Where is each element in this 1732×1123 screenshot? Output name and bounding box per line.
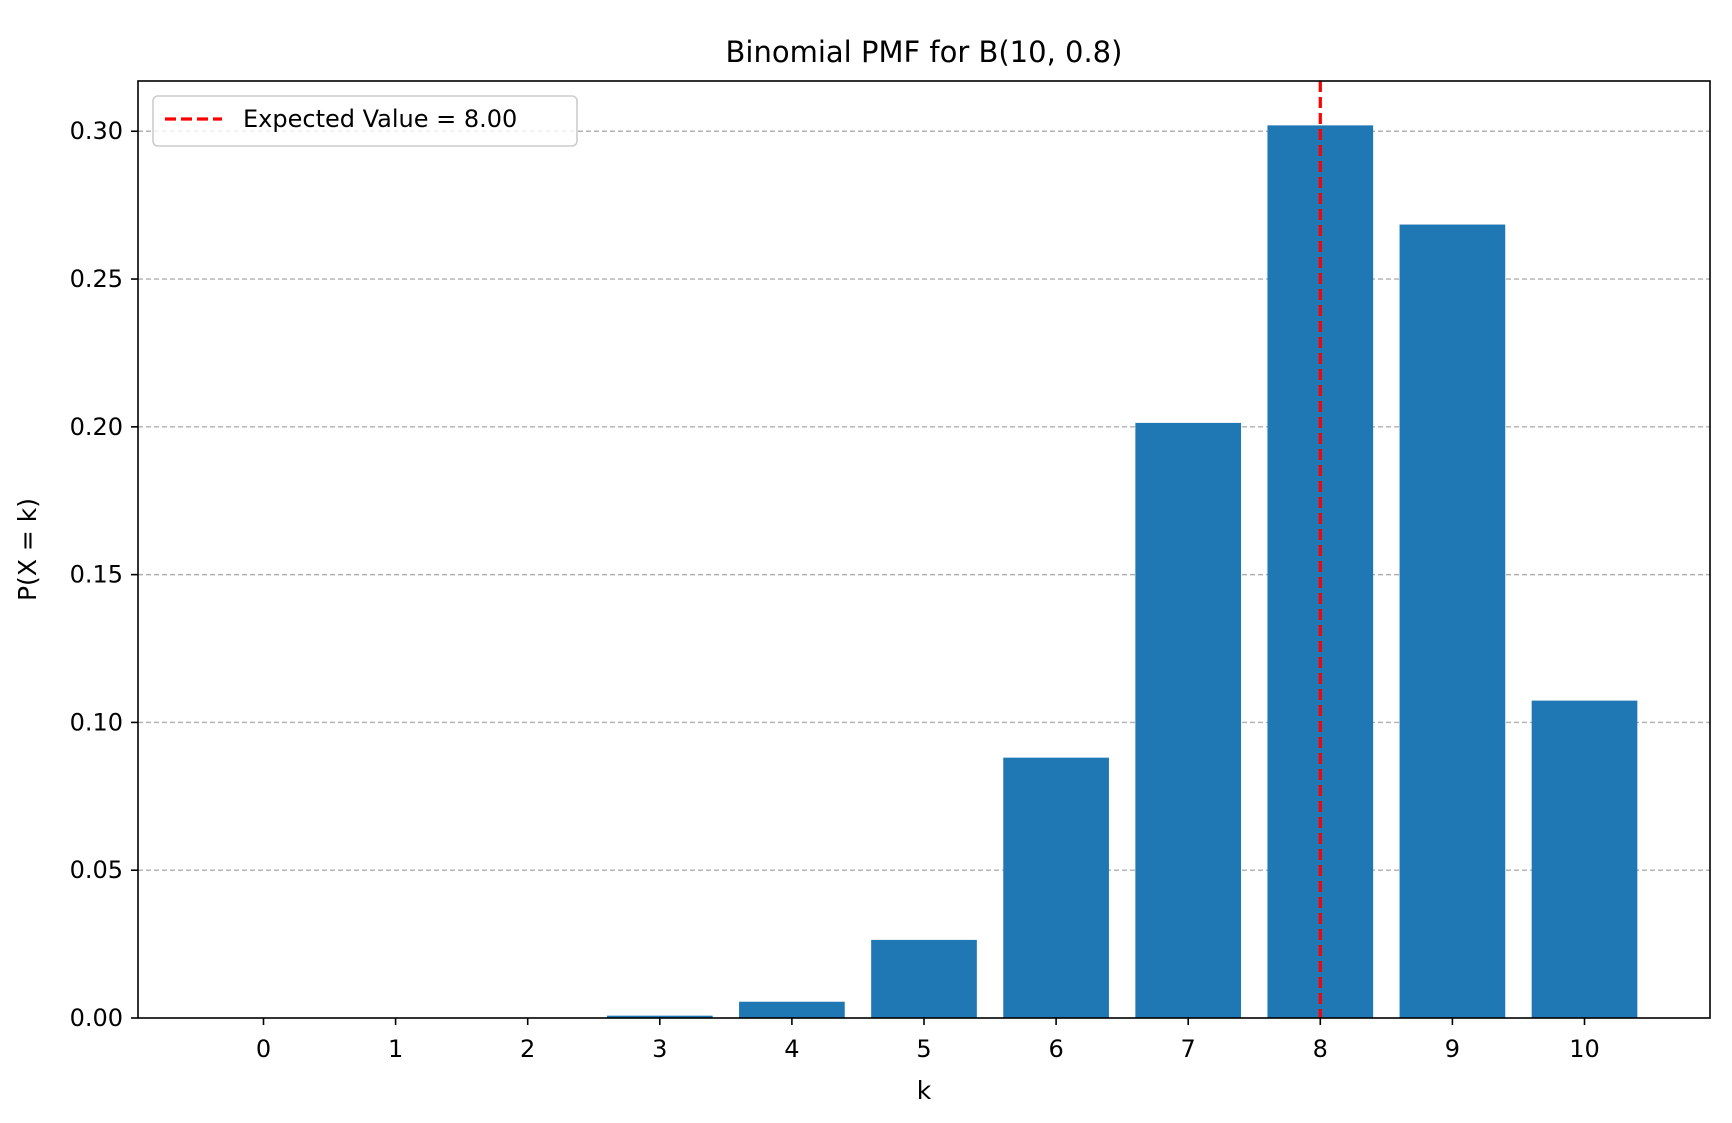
y-tick-label: 0.10 xyxy=(70,708,123,736)
x-tick-label: 6 xyxy=(1048,1035,1063,1063)
x-tick-label: 10 xyxy=(1569,1035,1600,1063)
x-axis-label: k xyxy=(917,1076,932,1105)
x-tick-label: 5 xyxy=(916,1035,931,1063)
x-tick-label: 8 xyxy=(1313,1035,1328,1063)
x-tick-label: 0 xyxy=(256,1035,271,1063)
bar-k-4 xyxy=(739,1002,845,1018)
x-tick-label: 7 xyxy=(1181,1035,1196,1063)
y-tick-label: 0.25 xyxy=(70,265,123,293)
x-tick-label: 3 xyxy=(652,1035,667,1063)
bar-k-10 xyxy=(1532,701,1638,1018)
bar-k-9 xyxy=(1400,225,1506,1018)
y-tick-label: 0.00 xyxy=(70,1004,123,1032)
legend: Expected Value = 8.00 xyxy=(153,96,577,146)
chart-title: Binomial PMF for B(10, 0.8) xyxy=(726,35,1123,69)
y-tick-label: 0.20 xyxy=(70,413,123,441)
legend-label-expected-value: Expected Value = 8.00 xyxy=(243,105,517,133)
y-tick-label: 0.30 xyxy=(70,117,123,145)
bar-k-5 xyxy=(871,940,977,1018)
x-tick-label: 1 xyxy=(388,1035,403,1063)
y-tick-label: 0.15 xyxy=(70,561,123,589)
x-tick-label: 2 xyxy=(520,1035,535,1063)
y-axis-label: P(X = k) xyxy=(13,498,42,601)
x-tick-label: 9 xyxy=(1445,1035,1460,1063)
bar-k-6 xyxy=(1003,758,1109,1018)
x-tick-label: 4 xyxy=(784,1035,799,1063)
bar-k-7 xyxy=(1135,423,1241,1018)
y-tick-label: 0.05 xyxy=(70,856,123,884)
